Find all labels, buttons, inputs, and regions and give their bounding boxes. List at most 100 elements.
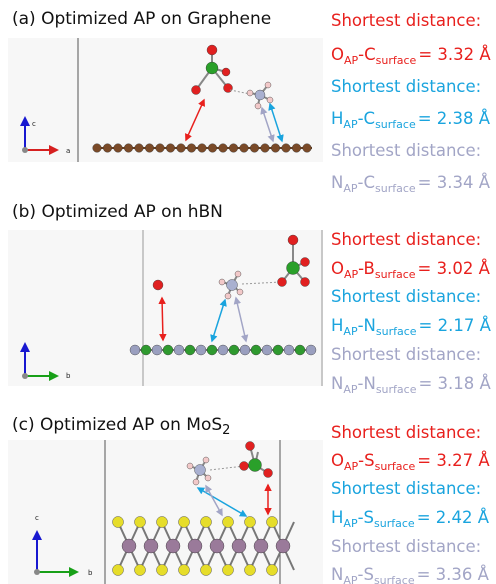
distance-formula: NAP-Nsurface = 3.18 Å xyxy=(331,374,492,396)
atom xyxy=(129,344,141,356)
distance-value: = 3.18 Å xyxy=(418,374,491,393)
atom xyxy=(226,279,238,291)
atom xyxy=(281,143,291,153)
atom xyxy=(176,143,186,153)
distance-heading: Shortest distance: xyxy=(331,230,481,249)
panel-title: (b) Optimized AP on hBN xyxy=(12,202,223,222)
atom xyxy=(266,564,278,576)
atom xyxy=(162,344,174,356)
axis-origin xyxy=(22,373,28,379)
atom xyxy=(209,538,225,554)
atom xyxy=(121,538,137,554)
atom xyxy=(263,468,273,478)
atom xyxy=(112,516,124,528)
atom: H xyxy=(331,109,343,128)
atom xyxy=(223,83,233,93)
atom xyxy=(178,564,190,576)
atom xyxy=(184,344,196,356)
panel-b-image xyxy=(8,230,323,386)
distance-formula: HAP-Nsurface = 2.17 Å xyxy=(331,316,492,338)
atom xyxy=(294,344,306,356)
atom xyxy=(178,516,190,528)
atom xyxy=(249,143,259,153)
distance-heading: Shortest distance: xyxy=(331,423,481,442)
h-bond xyxy=(209,465,245,471)
atom xyxy=(236,288,244,296)
atom xyxy=(277,277,287,287)
axis-label: a xyxy=(66,147,70,155)
atom xyxy=(206,44,218,56)
atom xyxy=(266,516,278,528)
panel-a-image xyxy=(8,38,323,162)
atom: O xyxy=(331,451,344,470)
atom xyxy=(187,538,203,554)
atom: O xyxy=(331,45,344,64)
distance-heading: Shortest distance: xyxy=(331,11,481,30)
atom xyxy=(292,143,302,153)
atom xyxy=(217,344,229,356)
atom xyxy=(248,458,262,472)
distance-value: = 2.38 Å xyxy=(418,109,491,128)
atom xyxy=(191,85,201,95)
atom xyxy=(261,344,273,356)
distance-formula: OAP-Bsurface = 3.02 Å xyxy=(331,259,491,281)
atom: O xyxy=(331,259,344,278)
atom xyxy=(234,270,242,278)
atom: H xyxy=(331,508,343,527)
atom xyxy=(272,344,284,356)
atom xyxy=(286,261,300,275)
subscript: AP xyxy=(343,574,358,584)
subscript: AP xyxy=(344,54,359,67)
subscript: AP xyxy=(343,118,358,131)
atom xyxy=(239,143,249,153)
atom xyxy=(244,564,256,576)
atom: N xyxy=(331,173,343,192)
atom: N xyxy=(331,374,343,393)
subscript: surface xyxy=(376,325,417,338)
atom xyxy=(228,143,238,153)
distance-arrow xyxy=(185,98,205,142)
atom xyxy=(254,89,266,101)
atom xyxy=(239,344,251,356)
atom xyxy=(200,516,212,528)
subscript: surface xyxy=(375,460,416,473)
atom xyxy=(300,277,310,287)
atom: -C xyxy=(358,45,375,64)
panel-title: (a) Optimized AP on Graphene xyxy=(12,9,271,29)
axis-label: c xyxy=(35,514,39,522)
distance-heading: Shortest distance: xyxy=(331,141,481,160)
distance-value: = 2.42 Å xyxy=(417,508,490,527)
h-bond xyxy=(229,89,251,95)
atom xyxy=(222,516,234,528)
subscript: surface xyxy=(376,383,417,396)
atom xyxy=(102,143,112,153)
atom xyxy=(156,516,168,528)
atom xyxy=(302,143,312,153)
atom xyxy=(264,81,272,89)
atom xyxy=(143,538,159,554)
subscript: surface xyxy=(375,182,416,195)
atom xyxy=(113,143,123,153)
atom xyxy=(245,441,255,451)
atom xyxy=(300,257,310,267)
distance-heading: Shortest distance: xyxy=(331,537,481,556)
distance-formula: NAP-Csurface = 3.34 Å xyxy=(331,173,491,195)
subscript: surface xyxy=(376,54,417,67)
subscript: surface xyxy=(375,118,416,131)
atom xyxy=(92,143,102,153)
distance-value: = 3.02 Å xyxy=(418,259,491,278)
atom: -S xyxy=(358,508,374,527)
atom xyxy=(250,344,262,356)
distance-value: = 3.34 Å xyxy=(418,173,491,192)
atom xyxy=(287,234,299,246)
atom xyxy=(260,143,270,153)
h-bond xyxy=(241,281,283,285)
subscript: AP xyxy=(343,325,358,338)
atom xyxy=(165,143,175,153)
distance-value: = 3.27 Å xyxy=(417,451,490,470)
atom xyxy=(228,344,240,356)
atom xyxy=(266,96,274,104)
axis-origin xyxy=(34,569,40,575)
subscript: AP xyxy=(343,517,358,530)
atom xyxy=(239,461,249,471)
